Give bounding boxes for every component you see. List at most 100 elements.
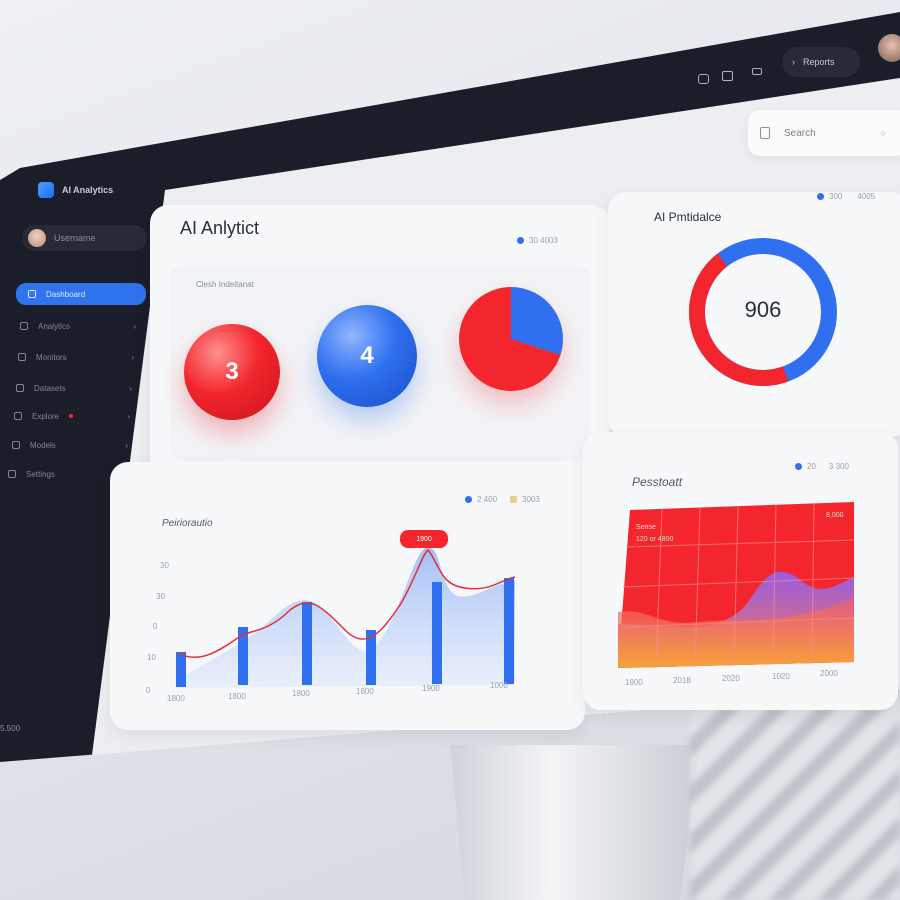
donut-red-arc (689, 238, 837, 386)
x-tick: 1900 (422, 684, 440, 693)
avatar (28, 229, 46, 247)
bar (366, 630, 376, 685)
legend-dot (510, 496, 518, 503)
nav-label: Settings (26, 469, 55, 479)
bar (302, 602, 312, 685)
area-label: 120 or 4800 (636, 536, 674, 543)
search-input[interactable]: Search ○ (748, 110, 900, 156)
sidebar-footer: 5.500 (0, 724, 21, 733)
background-rails (690, 690, 900, 900)
metric-value: 4 (360, 342, 374, 369)
orange-area (618, 597, 854, 668)
corner-value: 8,000 (826, 512, 844, 519)
legend-label: 4005 (857, 192, 876, 201)
x-tick: 2000 (820, 669, 838, 678)
window-icon[interactable] (722, 71, 733, 81)
monitor-icon (18, 353, 26, 361)
area-label: Sense (636, 524, 656, 531)
screen-icon[interactable] (752, 68, 762, 75)
legend-dot (817, 193, 824, 200)
legend-label: 3 300 (828, 462, 849, 471)
donut-panel (608, 192, 900, 437)
legend: 20 3 300 (795, 462, 849, 471)
bar (176, 652, 186, 687)
legend-dot (517, 237, 524, 244)
database-icon (16, 384, 24, 392)
panel-title: AI Pmtidalce (654, 210, 722, 224)
chevron-icon: › (133, 321, 136, 331)
y-tick: 30 (156, 592, 165, 601)
document-icon (760, 127, 770, 139)
x-tick: 2020 (722, 674, 740, 683)
y-tick: 10 (147, 653, 156, 662)
pie-ball[interactable] (459, 287, 563, 391)
panel-title: Peiriorautio (162, 518, 213, 529)
y-tick: 0 (153, 622, 158, 631)
chevron-icon: › (125, 440, 128, 450)
nav-label: Explore (32, 411, 60, 421)
peak-tooltip: 1900 (400, 530, 448, 548)
x-tick: 1020 (772, 672, 790, 681)
legend-label: 300 (829, 192, 843, 201)
sidebar-item-models[interactable]: Models › (0, 435, 140, 455)
legend: 300 4005 (817, 192, 875, 201)
x-tick: 1800 (228, 692, 246, 701)
x-tick: 1800 (356, 687, 374, 696)
reports-pill-button[interactable]: › Reports (782, 47, 860, 77)
panel-title: Pesstoatt (632, 475, 683, 489)
sidebar-item-dashboard[interactable]: Dashboard (16, 283, 146, 305)
logo-text: AI Analytics (62, 185, 114, 195)
donut-chart (689, 238, 837, 386)
metric-ball-red[interactable]: 3 (184, 324, 280, 420)
legend: 2 400 3003 (465, 495, 540, 504)
sidebar-item-analytics[interactable]: Analytics › (8, 316, 148, 336)
grid (620, 502, 855, 668)
chevron-icon: › (131, 352, 134, 362)
user-card[interactable]: Username (22, 225, 147, 251)
gear-icon (8, 470, 16, 478)
bar (238, 627, 248, 685)
bar (432, 582, 442, 684)
x-tick: 1900 (625, 678, 643, 687)
legend-dot (465, 496, 472, 503)
sync-icon[interactable] (698, 74, 709, 84)
legend-dot (795, 463, 802, 470)
nav-label: Monitors (36, 352, 67, 362)
dashboard-icon (28, 290, 36, 298)
sidebar-item-monitors[interactable]: Monitors › (6, 347, 146, 367)
sidebar-item-explore[interactable]: Explore › (2, 406, 142, 426)
compass-icon (14, 412, 22, 420)
legend-label: 30 4003 (529, 236, 558, 245)
chevron-right-icon: › (792, 57, 795, 67)
trend-line (177, 548, 516, 659)
metric-ball-blue[interactable]: 4 (317, 305, 417, 407)
bar (504, 578, 514, 684)
app-logo[interactable]: AI Analytics (38, 182, 113, 198)
legend-label: 3003 (522, 495, 540, 504)
search-placeholder: Search (784, 127, 816, 139)
nav-label: Dashboard (46, 289, 86, 299)
model-icon (12, 441, 20, 449)
y-tick: 30 (160, 561, 169, 570)
chart-icon (20, 322, 28, 330)
x-tick: 1800 (292, 689, 310, 698)
monitor-stand (450, 745, 700, 900)
panel-title: AI Anlytict (180, 218, 260, 238)
metric-value: 3 (225, 358, 239, 385)
legend: 30 4003 (517, 236, 558, 245)
nav-label: Datasets (34, 383, 66, 393)
user-avatar[interactable] (878, 34, 900, 62)
area-fill (178, 547, 515, 688)
chevron-icon: › (127, 411, 130, 421)
nav-label: Analytics (38, 321, 71, 331)
pill-label: Reports (803, 57, 835, 67)
line-chart (176, 547, 516, 688)
logo-icon (38, 182, 54, 198)
chevron-icon: › (129, 383, 132, 393)
user-name: Username (54, 233, 96, 243)
search-icon: ○ (880, 128, 886, 138)
legend-label: 20 (807, 462, 816, 471)
sidebar-item-datasets[interactable]: Datasets › (4, 378, 144, 398)
legend-label: 2 400 (477, 495, 498, 504)
notification-dot (69, 414, 74, 418)
